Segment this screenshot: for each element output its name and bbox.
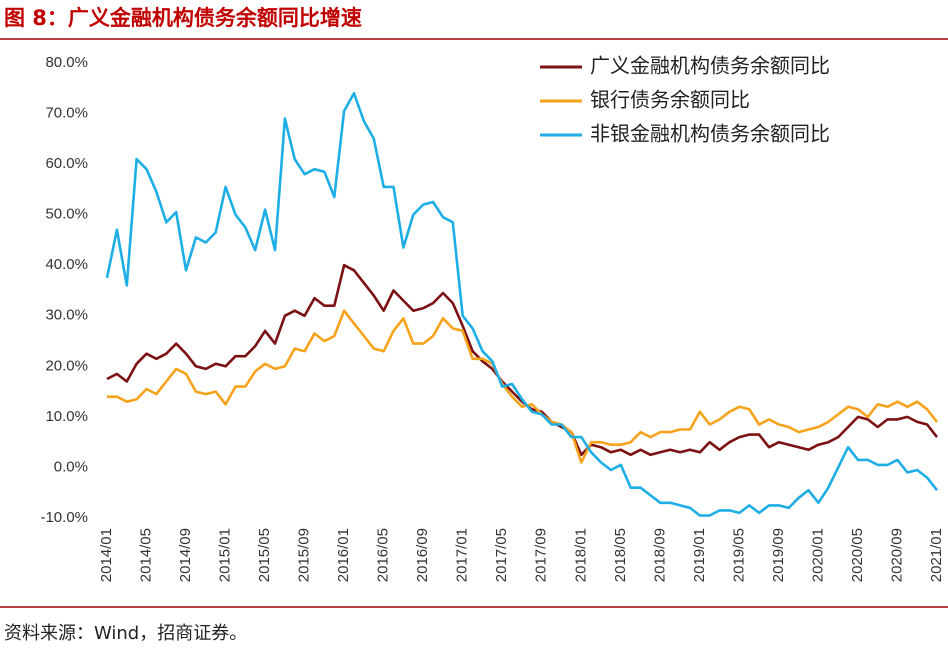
x-tick-label: 2018/01: [572, 528, 589, 582]
x-tick-label: 2015/01: [217, 528, 234, 582]
x-tick-label: 2021/01: [928, 528, 945, 582]
y-tick-label: 20.0%: [45, 357, 88, 374]
legend-label: 银行债务余额同比: [590, 88, 750, 112]
x-tick-label: 2020/01: [809, 528, 826, 582]
legend-label: 广义金融机构债务余额同比: [590, 54, 830, 78]
chart-title: 图 8：广义金融机构债务余额同比增速: [4, 6, 362, 30]
x-tick-label: 2014/09: [177, 528, 194, 582]
x-tick-label: 2017/05: [493, 528, 510, 582]
x-tick-label: 2018/09: [651, 528, 668, 582]
y-tick-label: 40.0%: [45, 256, 88, 273]
x-tick-label: 2020/09: [888, 528, 905, 582]
y-tick-label: 10.0%: [45, 408, 88, 425]
x-tick-label: 2020/05: [849, 528, 866, 582]
series-line: [105, 92, 939, 517]
series-line: [106, 263, 939, 457]
x-tick-label: 2017/01: [454, 528, 471, 582]
y-tick-label: 0.0%: [54, 458, 88, 475]
x-tick-label: 2019/05: [730, 528, 747, 582]
x-tick-label: 2016/01: [335, 528, 352, 582]
x-tick-label: 2016/05: [375, 528, 392, 582]
source-note: 资料来源：Wind，招商证券。: [4, 623, 247, 644]
x-tick-label: 2019/01: [691, 528, 708, 582]
y-tick-label: 50.0%: [45, 206, 88, 223]
x-tick-label: 2017/09: [533, 528, 550, 582]
x-tick-label: 2014/05: [137, 528, 154, 582]
x-tick-label: 2014/01: [98, 528, 115, 582]
y-tick-label: 80.0%: [45, 54, 88, 71]
legend-label: 非银金融机构债务余额同比: [590, 122, 830, 146]
x-tick-label: 2016/09: [414, 528, 431, 582]
y-tick-label: 60.0%: [45, 155, 88, 172]
series-line: [107, 309, 939, 464]
x-tick-label: 2019/09: [770, 528, 787, 582]
x-tick-label: 2015/09: [296, 528, 313, 582]
y-tick-label: 70.0%: [45, 105, 88, 122]
y-tick-label: 30.0%: [45, 307, 88, 324]
x-tick-label: 2015/05: [256, 528, 273, 582]
y-tick-label: -10.0%: [40, 509, 88, 526]
x-tick-label: 2018/05: [612, 528, 629, 582]
